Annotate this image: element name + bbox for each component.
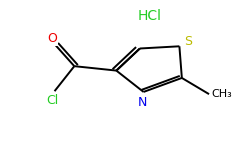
Text: CH₃: CH₃ xyxy=(212,89,232,99)
Text: O: O xyxy=(47,32,57,45)
Text: Cl: Cl xyxy=(46,94,58,107)
Text: HCl: HCl xyxy=(138,9,162,23)
Text: S: S xyxy=(184,35,192,48)
Text: N: N xyxy=(138,96,147,109)
